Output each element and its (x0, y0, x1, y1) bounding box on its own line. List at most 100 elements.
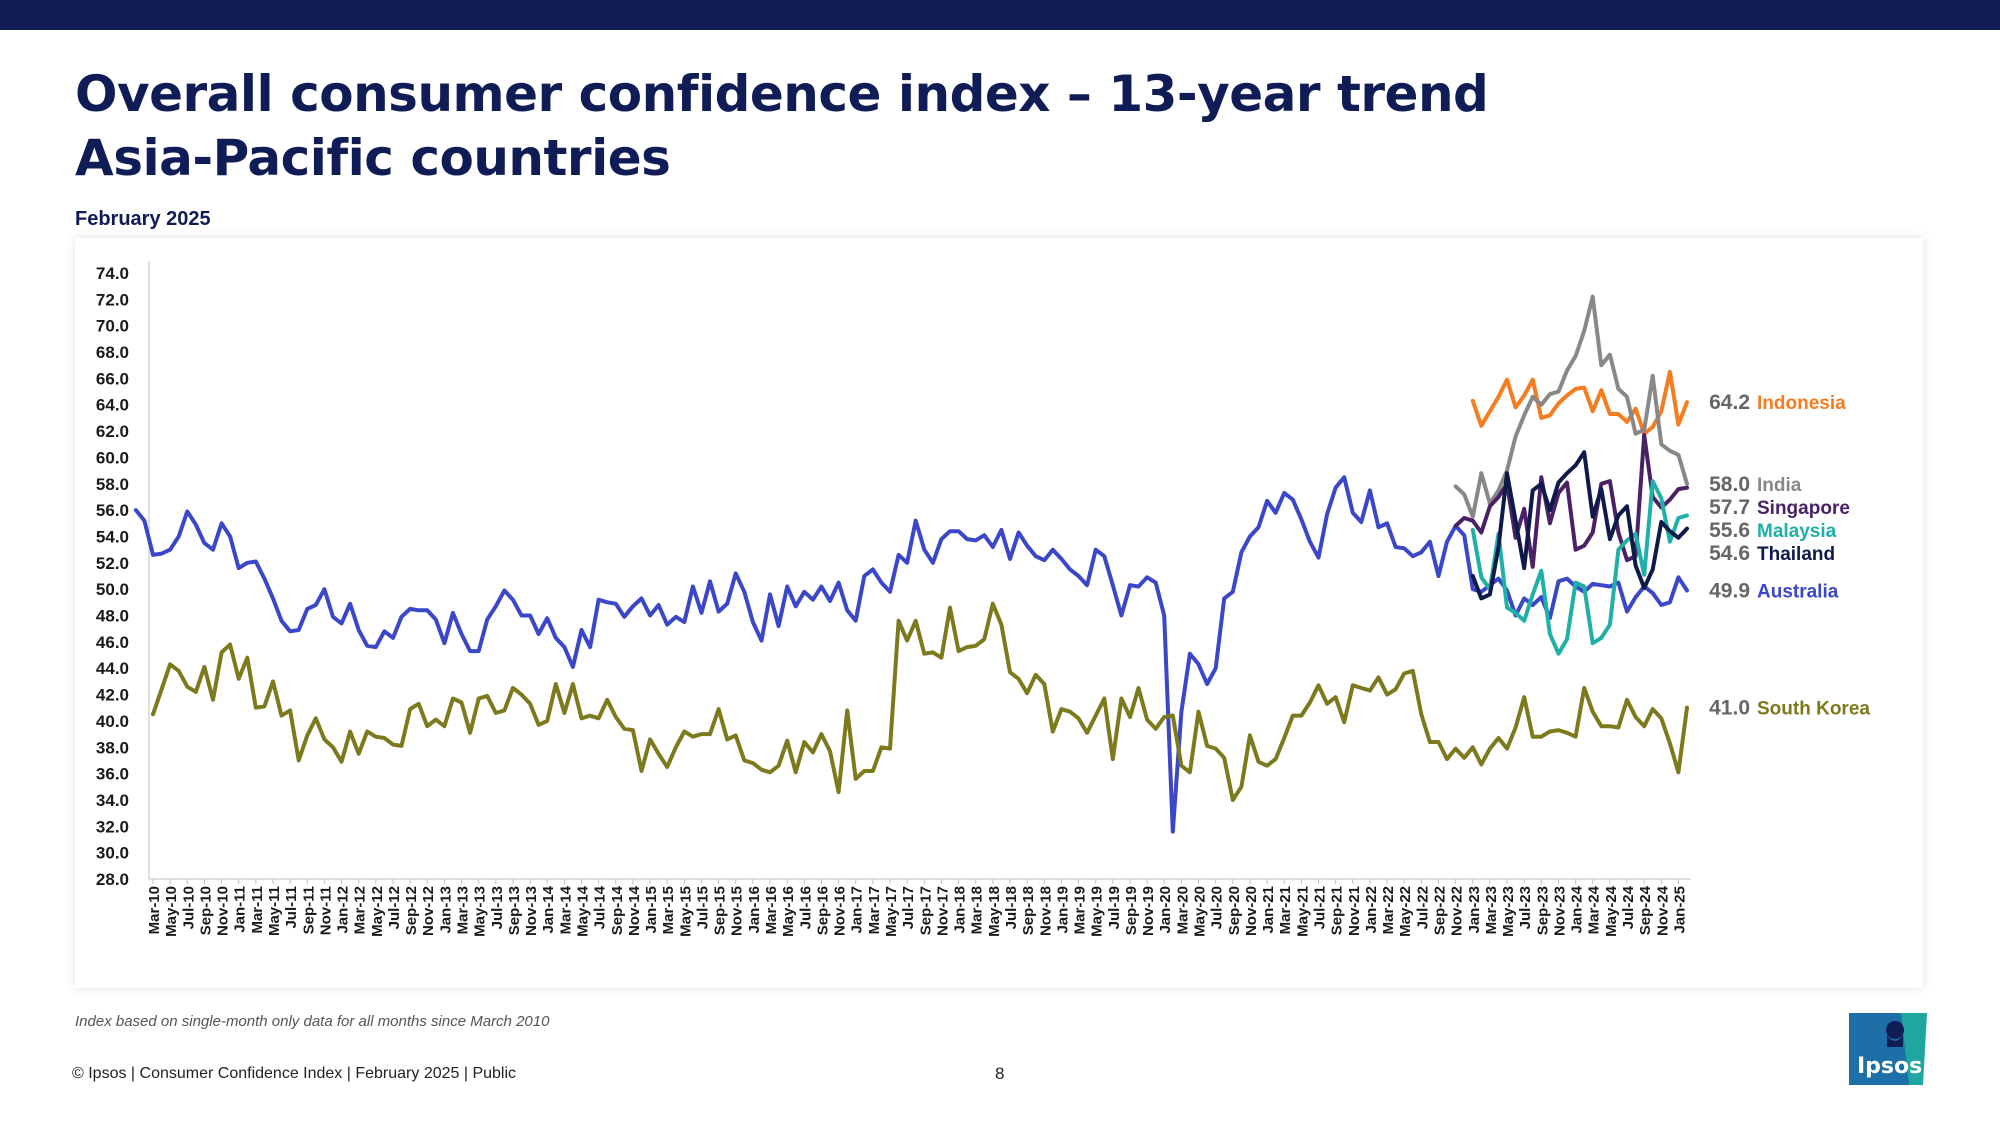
page-number: 8 (995, 1064, 1005, 1083)
x-tick-label: Jul-21 (1311, 886, 1328, 929)
x-tick-label: Nov-17 (934, 886, 951, 936)
series-line-malaysia (1470, 479, 1689, 656)
title-line-1: Overall consumer confidence index – 13-y… (75, 65, 1489, 123)
x-tick-label: Sep-21 (1329, 886, 1346, 935)
x-tick-label: May-22 (1397, 886, 1414, 937)
x-tick-label: Mar-12 (352, 886, 369, 934)
x-tick-label: Mar-19 (1072, 886, 1089, 934)
x-tick-label: Mar-23 (1483, 886, 1500, 934)
x-tick-label: Sep-10 (197, 886, 214, 935)
x-tick-label: Sep-17 (917, 886, 934, 935)
x-tick-label: Jan-18 (952, 886, 969, 934)
series-line-singapore (1453, 433, 1689, 569)
y-tick-label: 52.0 (96, 554, 129, 573)
x-tick-label: Jan-15 (643, 886, 660, 934)
x-tick-label: May-10 (163, 886, 180, 937)
series-line-indonesia (1470, 369, 1689, 436)
series-line-south-korea (151, 601, 1689, 802)
y-tick-label: 72.0 (96, 290, 129, 309)
x-tick-label: Mar-17 (866, 886, 883, 934)
x-tick-label: Jan-25 (1671, 886, 1688, 934)
y-tick-label: 30.0 (96, 844, 129, 863)
series-line-australia (133, 475, 1689, 834)
x-tick-label: May-15 (677, 886, 694, 937)
x-tick-label: Jul-14 (592, 885, 609, 929)
y-tick-label: 36.0 (96, 765, 129, 784)
end-value-india: 58.0 (1709, 473, 1750, 496)
x-tick-label: Nov-16 (832, 886, 849, 936)
footer-copyright: © Ipsos | Consumer Confidence Index | Fe… (72, 1065, 517, 1082)
end-name-thailand: Thailand (1757, 544, 1835, 565)
end-value-malaysia: 55.6 (1709, 519, 1750, 542)
x-tick-label: Sep-15 (712, 886, 729, 935)
end-name-south-korea: South Korea (1757, 699, 1870, 720)
x-tick-label: May-16 (780, 886, 797, 937)
x-tick-label: Mar-20 (1174, 886, 1191, 934)
x-tick-label: Jul-12 (386, 886, 403, 929)
x-tick-label: Mar-22 (1380, 886, 1397, 934)
x-tick-label: Nov-18 (1037, 886, 1054, 936)
end-value-australia: 49.9 (1709, 579, 1750, 602)
x-tick-label: Nov-11 (317, 886, 334, 935)
y-tick-label: 38.0 (96, 738, 129, 757)
x-tick-label: Mar-11 (249, 886, 266, 934)
x-tick-label: May-19 (1089, 886, 1106, 937)
x-tick-label: Jul-15 (694, 886, 711, 929)
x-tick-label: Jul-20 (1209, 886, 1226, 929)
x-tick-label: Sep-24 (1637, 885, 1654, 935)
x-tick-label: Nov-14 (626, 885, 643, 936)
x-tick-label: Nov-12 (420, 886, 437, 936)
x-tick-label: Sep-12 (403, 886, 420, 935)
y-tick-label: 32.0 (96, 817, 129, 836)
x-tick-label: Jan-21 (1260, 886, 1277, 934)
end-name-singapore: Singapore (1757, 498, 1850, 519)
y-tick-label: 34.0 (96, 791, 129, 810)
series-line-thailand (1470, 450, 1689, 601)
x-tick-label: Sep-19 (1123, 886, 1140, 935)
y-tick-label: 46.0 (96, 633, 129, 652)
x-tick-label: Mar-24 (1586, 885, 1603, 934)
y-tick-label: 68.0 (96, 343, 129, 362)
x-tick-label: Jan-24 (1569, 885, 1586, 933)
x-tick-label: Jul-23 (1517, 886, 1534, 929)
x-tick-label: Jul-22 (1414, 886, 1431, 929)
x-tick-label: Sep-23 (1534, 886, 1551, 935)
x-tick-label: May-20 (1192, 886, 1209, 937)
x-tick-label: Nov-19 (1140, 886, 1157, 936)
x-tick-label: Nov-22 (1449, 886, 1466, 936)
y-tick-label: 48.0 (96, 607, 129, 626)
x-tick-label: Sep-13 (506, 886, 523, 935)
x-tick-label: May-24 (1603, 885, 1620, 937)
y-tick-label: 28.0 (96, 870, 129, 889)
x-tick-label: Jan-19 (1054, 886, 1071, 934)
line-chart: 74.0 72.0 70.0 68.0 66.0 64.0 62.0 60.0 58.0 56.0… (96, 261, 1870, 937)
y-tick-label: 42.0 (96, 686, 129, 705)
x-tick-label: Mar-10 (146, 886, 163, 934)
x-tick-label: Nov-15 (729, 886, 746, 936)
y-tick-label: 62.0 (96, 422, 129, 441)
x-tick-label: Mar-15 (660, 886, 677, 934)
y-tick-label: 56.0 (96, 501, 129, 520)
footnote: Index based on single-month only data fo… (75, 1013, 550, 1030)
end-name-malaysia: Malaysia (1757, 521, 1837, 542)
x-tick-label: Jan-16 (746, 886, 763, 934)
x-tick-label: Jul-13 (489, 886, 506, 929)
x-tick-label: Nov-23 (1551, 886, 1568, 936)
x-tick-label: Sep-18 (1020, 886, 1037, 935)
y-tick-label: 58.0 (96, 475, 129, 494)
x-tick-label: May-11 (266, 886, 283, 936)
date-subtitle: February 2025 (75, 208, 211, 230)
logo-text: Ipsos (1857, 1054, 1923, 1079)
x-tick-label: Nov-20 (1243, 886, 1260, 936)
x-tick-label: Jan-12 (335, 886, 352, 934)
x-tick-label: Mar-21 (1277, 886, 1294, 934)
x-tick-label: Jul-10 (180, 886, 197, 929)
ipsos-logo (1849, 1013, 1927, 1085)
y-tick-label: 74.0 (96, 264, 129, 283)
x-tick-label: May-18 (986, 886, 1003, 937)
x-tick-label: Nov-21 (1346, 886, 1363, 936)
x-tick-label: May-12 (369, 886, 386, 937)
x-tick-label: Nov-10 (215, 886, 232, 936)
x-tick-label: Jan-14 (540, 885, 557, 933)
x-tick-label: Sep-14 (609, 885, 626, 935)
